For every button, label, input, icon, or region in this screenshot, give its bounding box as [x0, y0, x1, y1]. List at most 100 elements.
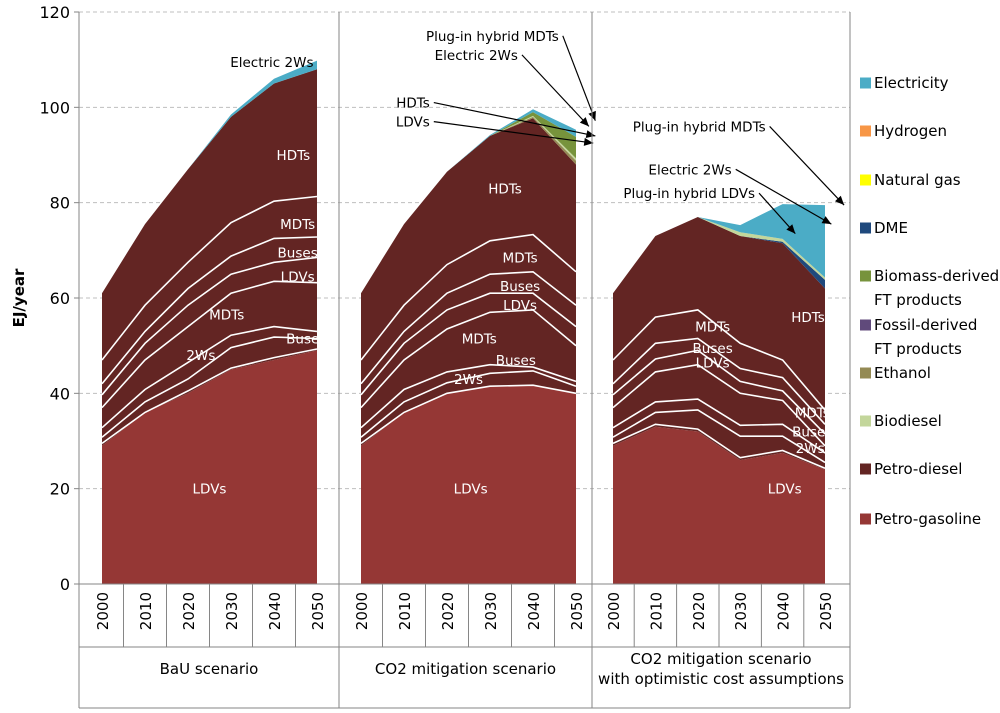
area-petro-diesel — [613, 217, 825, 470]
mode-label-ldvs: LDVs — [281, 270, 315, 286]
legend-label-petro-gasoline: Petro-gasoline — [874, 510, 981, 528]
mode-label-mdts: MDTs — [209, 308, 244, 324]
legend-swatch-ethanol — [860, 367, 871, 379]
mode-label-mdts: MDTs — [280, 217, 315, 233]
y-axis-label-group: EJ/year — [10, 268, 28, 327]
x-tick-label-2030: 2030 — [223, 592, 241, 630]
mode-label-buses: Buses — [496, 353, 536, 369]
mode-label-2ws: 2Ws — [454, 372, 483, 388]
x-tick-label-2020: 2020 — [690, 592, 708, 630]
mode-boundary-line — [612, 409, 826, 464]
panel-1: LDVs 2Ws Buses MDTs LDVs Buses MDTs HDTs Electri… — [101, 55, 326, 584]
legend-item-natural-gas: Natural gas — [860, 171, 961, 189]
mode-boundary-line — [612, 423, 826, 469]
area-petro-diesel — [361, 118, 576, 446]
mode-boundary-line — [612, 349, 826, 435]
x-tick-label-2020: 2020 — [180, 592, 198, 630]
mode-boundary-line — [360, 384, 577, 445]
mode-boundary-line — [360, 309, 577, 409]
x-tick-label-2000: 2000 — [94, 592, 112, 630]
callout-arrow-head — [786, 224, 796, 234]
mode-boundary-line — [360, 292, 577, 396]
legend-item-hydrogen: Hydrogen — [860, 122, 947, 140]
y-tick-label-80: 80 — [50, 194, 70, 213]
mode-boundary-line — [612, 309, 826, 411]
mode-boundary-line — [101, 236, 318, 385]
x-tick-label-2000: 2000 — [353, 592, 371, 630]
callout-arrow-head — [834, 195, 845, 206]
x-tick-label-2010: 2010 — [396, 592, 414, 630]
x-tick-label-2050: 2050 — [817, 592, 835, 630]
legend-item-fossil-derived-ft-products: Fossil-derived FT products — [860, 316, 977, 358]
mode-boundary-line — [101, 195, 318, 361]
mode-label-ldvs: LDVs — [768, 482, 802, 498]
legend-label-electricity: Electricity — [874, 74, 949, 92]
chart-panels: LDVs2WsBusesMDTsLDVsBusesMDTsHDTsElectri… — [101, 29, 845, 584]
y-tick-label-100: 100 — [39, 98, 70, 117]
callout-arrow-line — [758, 192, 796, 235]
mode-label-ldvs: LDVs — [454, 482, 488, 498]
y-tick-label-120: 120 — [39, 3, 70, 22]
callout-label-electric-2ws: Electric 2Ws — [435, 48, 518, 64]
y-tick-label-0: 0 — [60, 575, 70, 594]
panel-label-co2-mitigation-scenario: CO2 mitigation scenario — [375, 660, 556, 678]
panel-2: LDVs 2Ws Buses MDTs LDVs Buses MDTs HDTs Plug-in… — [360, 29, 596, 584]
mode-boundary-line — [360, 233, 577, 361]
legend-swatch-fossil-derived-ft-products — [860, 319, 871, 331]
legend-item-biomass-derived-ft-products: Biomass-derived FT products — [860, 267, 999, 309]
x-tick-label-2040: 2040 — [266, 592, 284, 630]
x-tick-label-2010: 2010 — [647, 592, 665, 630]
mode-boundary-line — [360, 370, 577, 438]
callout-label-plug-in-hybrid-ldvs: Plug-in hybrid LDVs — [623, 186, 755, 202]
area-petro-gasoline — [102, 350, 317, 584]
mode-boundary-line — [612, 337, 826, 425]
legend-swatch-petro-diesel — [860, 463, 871, 475]
x-tick-label-2020: 2020 — [439, 592, 457, 630]
y-axis-label: EJ/year — [10, 268, 28, 327]
mode-label-mdts: MDTs — [503, 250, 538, 266]
legend-swatch-biodiesel — [860, 415, 871, 427]
x-tick-label-2000: 2000 — [605, 592, 623, 630]
legend-swatch-petro-gasoline — [860, 513, 871, 525]
legend-item-ethanol: Ethanol — [860, 364, 931, 382]
callout-arrow-line — [735, 168, 832, 225]
legend-swatch-natural-gas — [860, 174, 871, 186]
legend-label-ethanol: Ethanol — [874, 364, 931, 382]
callout-arrow-head — [583, 137, 594, 146]
mode-boundary-line — [101, 325, 318, 429]
legend-swatch-electricity — [860, 77, 871, 89]
mode-boundary-line — [612, 363, 826, 447]
legend: Electricity Hydrogen Natural gas DME Biomass… — [860, 74, 999, 528]
legend-label-natural-gas: Natural gas — [874, 171, 961, 189]
mode-boundary-line — [101, 336, 318, 438]
callout-arrow-line — [769, 125, 845, 206]
mode-label-buses: Buses — [693, 341, 733, 357]
x-tick-label-2040: 2040 — [525, 592, 543, 630]
y-tick-label-20: 20 — [50, 480, 70, 499]
mode-label-hdts: HDTs — [277, 148, 311, 164]
mode-boundary-line — [101, 280, 318, 409]
legend-label-dme: DME — [874, 219, 908, 237]
legend-label-fossil-derived-ft-products: FT products — [874, 340, 962, 358]
mode-label-mdts: MDTs — [695, 320, 730, 336]
mode-label-hdts: HDTs — [488, 181, 522, 197]
mode-label-buses: Buses — [500, 279, 540, 295]
x-tick-label-2050: 2050 — [568, 592, 586, 630]
mode-label-ldvs: LDVs — [696, 355, 730, 371]
callout-label-plug-in-hybrid-mdts: Plug-in hybrid MDTs — [426, 29, 559, 45]
mode-boundary-line — [101, 348, 318, 445]
panel-label-bau-scenario: BaU scenario — [160, 660, 259, 678]
callout-arrow-head — [579, 117, 589, 127]
callout-label-electric-2ws: Electric 2Ws — [230, 55, 313, 71]
mode-label-buses: Buses — [278, 246, 318, 262]
legend-item-petro-gasoline: Petro-gasoline — [860, 510, 981, 528]
legend-label-hydrogen: Hydrogen — [874, 122, 947, 140]
callout-arrow-line — [521, 54, 590, 127]
legend-label-biodiesel: Biodiesel — [874, 412, 942, 430]
callout-label-hdts: HDTs — [396, 96, 430, 112]
area-petro-gasoline — [361, 385, 576, 584]
area-electricity — [613, 204, 825, 294]
legend-item-petro-diesel: Petro-diesel — [860, 460, 962, 478]
